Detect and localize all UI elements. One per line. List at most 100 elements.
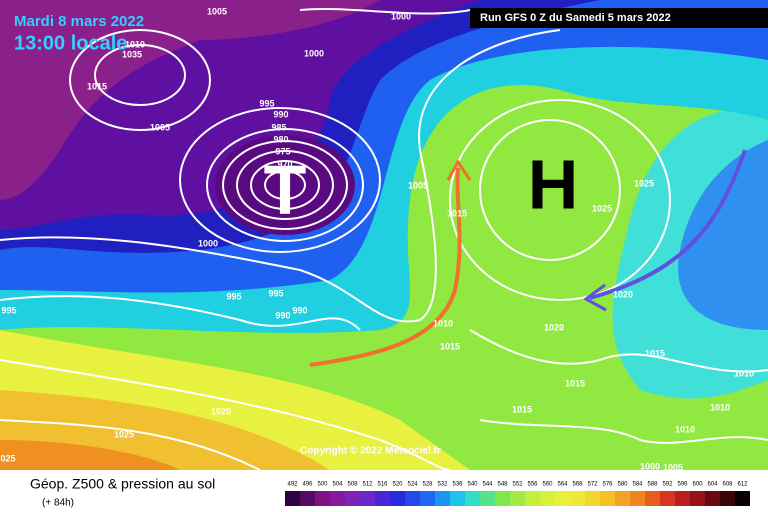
- isobar-label: 990: [273, 109, 288, 119]
- isobar-label: 1025: [114, 429, 134, 439]
- isobar-label: 1020: [613, 289, 633, 299]
- scale-label: 596: [677, 482, 688, 488]
- copyright: Copyright © 2022 Meteociel.fr: [300, 446, 441, 457]
- scale-label: 600: [692, 482, 703, 488]
- scale-swatch: [465, 491, 480, 506]
- isobar-label: 1020: [544, 322, 564, 332]
- scale-swatch: [435, 491, 450, 506]
- scale-label: 548: [497, 482, 508, 488]
- scale-label: 528: [422, 482, 433, 488]
- valid-date: Mardi 8 mars 2022: [14, 13, 144, 30]
- scale-label: 508: [347, 482, 358, 488]
- scale-swatch: [480, 491, 495, 506]
- legend-title: Géop. Z500 & pression au sol: [30, 476, 215, 492]
- scale-label: 604: [707, 482, 718, 488]
- isobar-label: 990: [275, 310, 290, 320]
- isobar-label: 990: [292, 305, 307, 315]
- scale-swatch: [705, 491, 720, 506]
- lead-time: (+ 84h): [42, 498, 74, 509]
- scale-swatch: [615, 491, 630, 506]
- isobar-label: 1015: [447, 208, 467, 218]
- arrow-head: [446, 159, 472, 181]
- high-marker: H: [528, 145, 579, 223]
- scale-swatch: [510, 491, 525, 506]
- isobar-label: 1010: [125, 39, 145, 49]
- scale-label: 556: [527, 482, 538, 488]
- scale-swatch: [495, 491, 510, 506]
- isobar-label: 1020: [211, 406, 231, 416]
- run-box: [470, 8, 768, 28]
- scale-swatch: [345, 491, 360, 506]
- isobar-label: 1015: [645, 348, 665, 358]
- isobar-label: 1010: [710, 402, 730, 412]
- scale-label: 500: [317, 482, 328, 488]
- scale-label: 588: [647, 482, 658, 488]
- scale-swatch: [555, 491, 570, 506]
- scale-label: 612: [737, 482, 748, 488]
- isobar-label: 1005: [150, 122, 170, 132]
- scale-swatch: [645, 491, 660, 506]
- isobar-label: 1010: [734, 368, 754, 378]
- isobar-label: 1000: [640, 461, 660, 471]
- isobar-label: 1000: [391, 11, 411, 21]
- scale-label: 552: [512, 482, 523, 488]
- isobar-label: 995: [226, 291, 241, 301]
- scale-swatch: [540, 491, 555, 506]
- isobar-label: 1005: [663, 462, 683, 472]
- scale-label: 540: [467, 482, 478, 488]
- isobar-label: 975: [275, 146, 290, 156]
- scale-label: 580: [617, 482, 628, 488]
- scale-label: 576: [602, 482, 613, 488]
- run-info: Run GFS 0 Z du Samedi 5 mars 2022: [480, 12, 671, 24]
- isobar-label: 1000: [198, 238, 218, 248]
- isobar-label: 1015: [565, 378, 585, 388]
- scale-label: 564: [557, 482, 568, 488]
- scale-swatch: [585, 491, 600, 506]
- scale-swatch: [600, 491, 615, 506]
- scale-label: 516: [377, 482, 388, 488]
- isobar-label: 995: [259, 98, 274, 108]
- scale-label: 568: [572, 482, 583, 488]
- scale-label: 504: [332, 482, 343, 488]
- isobar-label: 980: [273, 134, 288, 144]
- scale-label: 592: [662, 482, 673, 488]
- valid-time: 13:00 locale: [14, 32, 127, 54]
- scale-label: 532: [437, 482, 448, 488]
- scale-swatch: [360, 491, 375, 506]
- low-marker: T: [264, 150, 307, 228]
- isobar-label: 1025: [634, 178, 654, 188]
- scale-label: 584: [632, 482, 643, 488]
- isobar-label: 1010: [675, 424, 695, 434]
- scale-swatch: [375, 491, 390, 506]
- scale-swatch: [630, 491, 645, 506]
- scale-swatch: [330, 491, 345, 506]
- scale-label: 572: [587, 482, 598, 488]
- color-scale: 492 496 500 504 508 512 516 520 524 528 532 536 540 5…: [285, 482, 750, 506]
- scale-swatch: [450, 491, 465, 506]
- scale-label: 496: [302, 482, 313, 488]
- field: [0, 0, 768, 470]
- scale-swatch: [285, 491, 300, 506]
- scale-swatch: [735, 491, 750, 506]
- scale-swatch: [675, 491, 690, 506]
- scale-swatch: [690, 491, 705, 506]
- scale-label: 536: [452, 482, 463, 488]
- scale-label: 544: [482, 482, 493, 488]
- scale-label: 520: [392, 482, 403, 488]
- scale-label: 560: [542, 482, 553, 488]
- isobars: [0, 7, 768, 471]
- scale-swatch: [390, 491, 405, 506]
- isobar-label: 1015: [512, 404, 532, 414]
- scale-swatch: [720, 491, 735, 506]
- arrow-head: [583, 283, 607, 312]
- isobar-label: 1035: [122, 49, 142, 59]
- scale-swatch: [525, 491, 540, 506]
- isobar-label: 1005: [207, 6, 227, 16]
- isobar-label: 985: [271, 122, 286, 132]
- scale-swatch: [300, 491, 315, 506]
- isobar-label: 995: [268, 288, 283, 298]
- scale-swatch: [570, 491, 585, 506]
- warm-flow-arrow: [309, 167, 462, 367]
